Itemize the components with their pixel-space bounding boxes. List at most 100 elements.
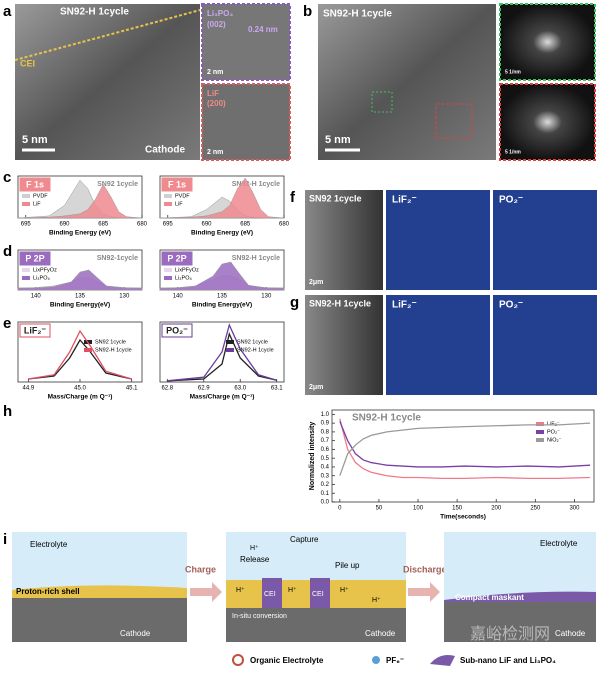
watermark: 嘉峪检测网: [470, 625, 550, 643]
legend-label: SN92-H 1cycle: [95, 347, 132, 353]
y-tick-label: 1.0: [321, 412, 330, 418]
y-tick-label: 0.9: [321, 421, 330, 427]
legend-label: Li₃PO₄: [33, 275, 50, 281]
legend-label: SN92 1cycle: [95, 339, 126, 345]
step-label: Release: [240, 555, 270, 564]
line: [167, 332, 277, 382]
region-label: In-situ conversion: [232, 613, 287, 620]
legend-label: LixPFyOz: [33, 267, 57, 273]
step-label: Charge: [185, 564, 216, 574]
x-tick-label: 63.0: [234, 386, 246, 392]
x-tick-label: 44.9: [22, 386, 34, 392]
x-tick-label: 130: [119, 294, 130, 300]
x-tick-label: 200: [491, 506, 502, 512]
cei-block: [310, 578, 330, 608]
step-label: Capture: [290, 535, 319, 544]
map-label: PO₂⁻: [499, 195, 523, 206]
chart-title: SN92-H 1cycle: [232, 181, 280, 188]
line: [28, 338, 132, 380]
cathode-region: [226, 608, 406, 642]
y-tick-label: 0.0: [321, 500, 330, 506]
y-tick-label: 0.6: [321, 447, 330, 453]
tag-box: [161, 323, 193, 338]
plot-frame: [159, 321, 285, 383]
cei-label: CEI: [312, 591, 324, 598]
legend-swatch: [22, 194, 30, 198]
proton-label: H⁺: [236, 587, 245, 594]
legend-label: SN92-H 1cycle: [237, 347, 274, 353]
arrow: [190, 582, 222, 602]
region-label: Compact maskant: [455, 593, 524, 602]
chart-title: SN92-1cycle: [97, 255, 138, 262]
x-axis-label: Time(seconds): [440, 514, 486, 521]
region-label: Electrolyte: [30, 540, 68, 549]
x-tick-label: 690: [59, 222, 70, 228]
legend-label: PO₂⁻: [547, 429, 560, 435]
shell-layer: [12, 585, 187, 598]
legend-label: Li₃PO₄: [175, 275, 192, 281]
fft-image: [499, 83, 596, 161]
x-tick-label: 135: [217, 294, 228, 300]
panel-label: c: [3, 169, 11, 186]
tof-sims-map: [386, 190, 490, 290]
x-axis-label: Binding Energy(eV): [192, 302, 252, 309]
x-tick-label: 690: [201, 222, 212, 228]
x-tick-label: 62.9: [198, 386, 210, 392]
legend-swatch: [164, 194, 172, 198]
panel-label: d: [3, 243, 12, 260]
legend-label: PVDF: [175, 193, 190, 199]
legend-label: LixPFyOz: [175, 267, 199, 273]
y-tick-label: 0.5: [321, 456, 330, 462]
tag-box: [19, 323, 51, 338]
panel-g: g SN92-H 1cycle 2μm LiF₂⁻ PO₂⁻: [290, 294, 597, 395]
legend-swatch: [22, 202, 30, 206]
plane-label: (002): [207, 20, 226, 29]
x-tick-label: 250: [530, 506, 541, 512]
tag-box: [161, 177, 193, 192]
x-tick-label: 45.0: [74, 386, 86, 392]
tag-box: [19, 177, 51, 192]
cathode-region: [12, 596, 187, 642]
tag-box: [19, 251, 51, 266]
x-axis-label: Binding Energy(eV): [50, 302, 110, 309]
step-label: Discharge: [403, 564, 447, 574]
x-tick-label: 695: [21, 222, 32, 228]
y-tick-label: 0.1: [321, 491, 330, 497]
sem-image: [305, 190, 383, 290]
tag-label: F 1s: [26, 179, 44, 189]
x-tick-label: 63.1: [271, 386, 283, 392]
x-tick-label: 62.8: [161, 386, 173, 392]
cei-boundary: [14, 9, 201, 61]
scale-label: 2 nm: [207, 69, 223, 76]
x-tick-label: 300: [569, 506, 580, 512]
area: [159, 177, 285, 219]
x-tick-label: 680: [137, 222, 148, 228]
legend-swatch: [164, 276, 172, 280]
x-tick-label: 140: [31, 294, 42, 300]
legend-label: SN92 1cycle: [237, 339, 268, 345]
scale-label: 5 1/nm: [505, 149, 521, 155]
line: [339, 422, 591, 476]
panel-label: i: [3, 531, 7, 548]
y-tick-label: 0.2: [321, 482, 330, 488]
legend-swatch: [164, 268, 172, 272]
region-label: Cathode: [555, 629, 586, 638]
panel-label: e: [3, 315, 11, 332]
chart-title: SN92-H 1cycle: [232, 255, 280, 262]
step-label: Pile up: [335, 561, 360, 570]
line: [339, 421, 591, 468]
fft-region: [371, 91, 393, 113]
legend-swatch: [536, 430, 544, 434]
line: [167, 323, 277, 382]
legend-swatch: [536, 422, 544, 426]
tag-label: LiF₂⁻: [24, 325, 46, 335]
fft-image: [499, 3, 596, 81]
legend-label: PF₆⁻: [386, 656, 404, 665]
legend-swatch: [164, 202, 172, 206]
x-tick-label: 695: [163, 222, 174, 228]
hrtem-inset: [201, 3, 291, 81]
y-axis-label: Normalized intensity: [309, 422, 316, 491]
y-tick-label: 0.4: [321, 465, 330, 471]
legend-label: Organic Electrolyte: [250, 656, 324, 665]
x-tick-label: 130: [261, 294, 272, 300]
